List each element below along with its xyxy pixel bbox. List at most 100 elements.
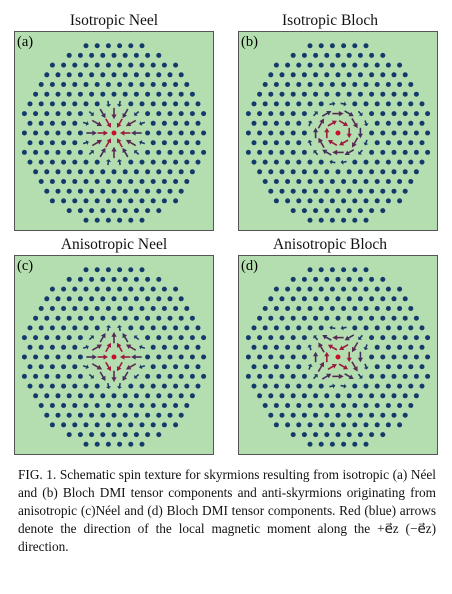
spin-dot	[83, 101, 89, 107]
spin-dot	[139, 198, 145, 204]
spin-dot	[369, 373, 375, 379]
spin-arrow	[358, 334, 363, 340]
spin-dot	[313, 393, 319, 399]
spin-dot	[273, 364, 279, 370]
spin-dot	[346, 72, 352, 78]
spin-dot	[38, 140, 44, 146]
spin-dot	[318, 179, 324, 184]
spin-dot	[77, 208, 83, 214]
spin-dot	[111, 52, 117, 58]
spin-dot	[139, 403, 145, 408]
spin-dot	[94, 267, 100, 273]
spin-dot	[335, 169, 341, 175]
spin-dot	[397, 383, 403, 389]
spin-dot	[385, 286, 391, 292]
spin-dot	[313, 91, 319, 97]
spin-arrow	[327, 364, 337, 370]
spin-arrow	[125, 344, 137, 351]
spin-arrow	[91, 119, 103, 127]
spin-dot	[161, 344, 167, 350]
spin-dot	[83, 286, 89, 292]
spin-dot	[245, 111, 251, 117]
spin-panel-anisotropic-bloch: (d)	[238, 255, 438, 455]
spin-dot	[77, 188, 83, 194]
spin-dot	[318, 383, 324, 389]
spin-dot	[380, 296, 386, 302]
spin-dot	[385, 325, 391, 331]
spin-arrow	[327, 120, 337, 127]
spin-arrow	[339, 344, 349, 350]
spin-dot	[397, 159, 403, 165]
spin-dot	[201, 354, 207, 360]
spin-dot	[397, 179, 403, 184]
spin-dot	[301, 91, 307, 97]
spin-dot	[167, 373, 173, 379]
spin-dot	[279, 72, 285, 78]
spin-dot	[402, 315, 408, 321]
spin-dot	[55, 91, 61, 97]
spin-dot	[105, 286, 111, 292]
spin-dot	[49, 62, 55, 68]
spin-arrow	[340, 159, 347, 165]
spin-dot	[385, 120, 391, 126]
spin-dot	[262, 179, 268, 184]
spin-dot	[195, 383, 201, 389]
spin-dot	[296, 101, 302, 107]
spin-dot	[374, 82, 380, 87]
spin-dot	[397, 82, 403, 87]
spin-dot	[100, 72, 106, 78]
spin-dot	[273, 344, 279, 350]
spin-dot	[419, 364, 425, 370]
spin-dot	[397, 364, 403, 370]
spin-dot	[290, 354, 296, 360]
spin-dot	[285, 179, 291, 184]
spin-arrow	[111, 107, 117, 120]
spin-dot	[285, 159, 291, 165]
panel-title-a: Isotropic Neel	[69, 12, 159, 29]
spin-arrow	[357, 373, 363, 379]
spin-dot	[385, 62, 391, 68]
spin-dot	[61, 120, 67, 126]
spin-dot	[77, 52, 83, 58]
spin-dot	[268, 169, 274, 175]
spin-dot	[273, 179, 279, 184]
spin-dot	[268, 315, 274, 321]
spin-dot	[66, 111, 72, 117]
spin-dot	[27, 325, 33, 331]
spin-dot	[21, 111, 27, 117]
spin-dot	[105, 82, 111, 87]
spin-dot	[173, 344, 179, 350]
spin-dot	[363, 422, 369, 428]
spin-dot	[262, 140, 268, 146]
spin-dot	[77, 72, 83, 78]
spin-dot	[285, 198, 291, 204]
spin-dot	[49, 364, 55, 370]
spin-dot	[324, 296, 330, 302]
spin-dot	[363, 325, 369, 331]
spin-dot	[156, 354, 162, 360]
spin-dot	[77, 130, 83, 136]
spin-dot	[290, 296, 296, 302]
spin-dot	[89, 52, 95, 58]
spin-dot	[301, 354, 307, 360]
spin-dot	[341, 286, 347, 292]
spin-arrow	[340, 101, 347, 107]
spin-arrow	[324, 351, 330, 363]
spin-dot	[139, 43, 145, 49]
spin-dot	[391, 130, 397, 136]
spin-dot	[167, 188, 173, 194]
spin-dot	[318, 82, 324, 87]
spin-dot	[279, 412, 285, 418]
spin-dot	[139, 306, 145, 311]
spin-arrow	[358, 149, 363, 155]
spin-dot	[111, 393, 117, 399]
spin-dot	[329, 179, 335, 184]
spin-dot	[55, 111, 61, 117]
spin-dot	[66, 208, 72, 214]
spin-dot	[156, 373, 162, 379]
spin-dot	[72, 286, 78, 292]
spin-dot	[66, 72, 72, 78]
spin-dot	[83, 422, 89, 428]
spin-dot	[245, 354, 251, 360]
spin-dot	[94, 306, 100, 311]
